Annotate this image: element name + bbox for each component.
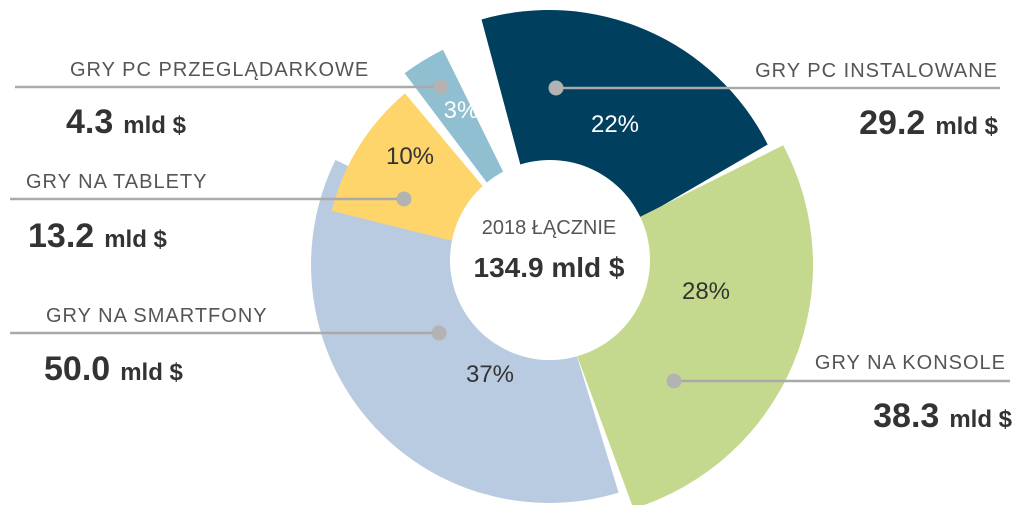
percent-label-4: 10% [386, 143, 434, 170]
slice-2 [577, 145, 813, 505]
category-label-4: GRY NA TABLETY [26, 171, 207, 193]
slice-4 [331, 93, 488, 243]
center-total-value: 134.9 mld $ [474, 252, 625, 283]
leader-lines [10, 79, 1010, 389]
percent-labels: 22% 28% 37% 10% 3% [386, 97, 730, 388]
percent-label-1: 22% [591, 111, 639, 138]
percent-label-2: 28% [682, 278, 730, 305]
leader-dot-5 [433, 79, 449, 95]
category-label-3: GRY NA SMARTFONY [46, 305, 268, 327]
category-label-2: GRY NA KONSOLE [815, 352, 1006, 374]
leader-dot-4 [396, 191, 412, 207]
category-labels: GRY PC INSTALOWANE 29.2 mld $ GRY NA KONSOL… [26, 59, 1013, 435]
category-value-1: 29.2 mld $ [859, 104, 999, 142]
slice-3 [311, 159, 619, 503]
leader-dot-2 [666, 373, 682, 389]
slice-5 [404, 49, 508, 190]
center-title: 2018 ŁĄCZNIE [482, 217, 617, 239]
leader-dot-1 [548, 80, 564, 96]
percent-label-3: 37% [466, 361, 514, 388]
category-label-5: GRY PC PRZEGLĄDARKOWE [70, 59, 369, 81]
leader-dot-3 [431, 325, 447, 341]
category-value-2: 38.3 mld $ [873, 397, 1013, 435]
category-value-5: 4.3 mld $ [66, 103, 187, 141]
category-value-3: 50.0 mld $ [44, 350, 184, 388]
donut-hole [450, 160, 650, 360]
percent-label-5: 3% [444, 97, 479, 124]
category-label-1: GRY PC INSTALOWANE [755, 60, 998, 82]
category-value-4: 13.2 mld $ [28, 217, 168, 255]
